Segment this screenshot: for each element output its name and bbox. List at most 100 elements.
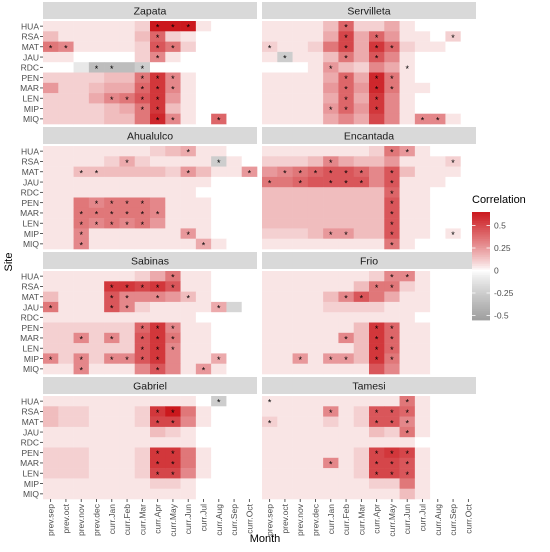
significance-star: * — [329, 158, 333, 168]
significance-star: * — [344, 33, 348, 43]
significance-star: * — [156, 355, 160, 365]
heatmap-cell — [323, 31, 339, 42]
heatmap-cell — [119, 72, 136, 84]
heatmap-cell — [338, 31, 355, 42]
heatmap-cell — [292, 396, 309, 407]
heatmap-cell — [430, 343, 446, 354]
heatmap-cell — [58, 51, 74, 63]
heatmap-cell — [277, 363, 293, 375]
heatmap-cell — [211, 21, 227, 32]
heatmap-cell — [241, 156, 258, 167]
significance-star: * — [79, 209, 83, 219]
heatmap-cell — [119, 166, 136, 178]
heatmap-cell — [43, 41, 59, 53]
heatmap-cell — [150, 103, 166, 114]
heatmap-cell — [384, 21, 400, 32]
heatmap-cell — [353, 51, 370, 63]
heatmap-cell — [460, 488, 477, 500]
heatmap-cell — [460, 312, 477, 323]
significance-star: * — [217, 355, 221, 365]
significance-star: * — [375, 418, 379, 428]
significance-star: * — [344, 355, 348, 365]
heatmap-cell — [338, 332, 355, 344]
heatmap-cell — [134, 406, 151, 417]
heatmap-cell — [445, 218, 462, 229]
heatmap-cell — [180, 426, 197, 438]
heatmap-cell — [445, 187, 462, 198]
significance-star: * — [405, 470, 409, 480]
heatmap-cell — [88, 291, 105, 303]
x-tick-label: curr.Oct — [244, 503, 254, 533]
significance-star: * — [375, 408, 379, 418]
heatmap-cell — [307, 322, 324, 334]
heatmap-cell — [384, 312, 400, 323]
heatmap-cell — [119, 271, 136, 282]
heatmap-cell — [323, 51, 339, 63]
heatmap-cell — [399, 187, 416, 198]
heatmap-cell — [104, 271, 120, 282]
heatmap-cell — [58, 187, 74, 198]
significance-star: * — [405, 273, 409, 283]
heatmap-cell — [104, 447, 120, 459]
significance-star: * — [141, 283, 145, 293]
heatmap-cell — [430, 468, 446, 479]
heatmap-cell — [353, 31, 370, 42]
heatmap-cell — [384, 31, 400, 42]
heatmap-cell — [323, 363, 339, 375]
heatmap-cell — [384, 468, 400, 479]
heatmap-cell — [43, 343, 59, 354]
significance-star: * — [298, 168, 302, 178]
heatmap-cell — [292, 271, 309, 282]
y-tick-label: JAU — [23, 302, 39, 312]
heatmap-cell — [134, 468, 151, 479]
heatmap-cell — [43, 207, 59, 219]
heatmap-cell — [119, 93, 136, 104]
heatmap-cell — [73, 488, 90, 500]
significance-star: * — [95, 64, 99, 74]
heatmap-cell — [119, 146, 136, 157]
heatmap-cell — [323, 343, 339, 354]
heatmap-cell — [384, 416, 400, 428]
heatmap-cell — [211, 72, 227, 84]
heatmap-cell — [430, 426, 446, 438]
heatmap-cell — [134, 41, 151, 53]
legend-ticks: 0.5 0.25 0 -0.25 -0.5 — [472, 221, 514, 321]
heatmap-cell — [150, 301, 166, 313]
heatmap-cell — [430, 478, 446, 489]
heatmap-cell — [104, 218, 120, 229]
heatmap-cell — [58, 322, 74, 334]
facet-strip — [43, 377, 257, 394]
heatmap-cell — [241, 238, 258, 250]
significance-star: * — [171, 74, 175, 84]
heatmap-cell — [58, 93, 74, 104]
heatmap-cell — [307, 488, 324, 500]
heatmap-cell — [353, 301, 370, 313]
heatmap-cell — [88, 478, 105, 489]
legend-color-step — [472, 255, 490, 258]
heatmap-cell — [399, 447, 416, 459]
significance-star: * — [375, 33, 379, 43]
heatmap-cell — [195, 228, 212, 239]
heatmap-cell — [369, 322, 385, 334]
heatmap-cell — [277, 353, 293, 364]
significance-star: * — [390, 189, 394, 199]
heatmap-cell — [384, 478, 400, 489]
heatmap-cell — [277, 72, 293, 84]
heatmap-cell — [399, 21, 416, 32]
heatmap-cell — [134, 31, 151, 42]
x-tick-label: prev.dec — [311, 503, 321, 536]
heatmap-cell — [414, 416, 431, 428]
heatmap-cell — [88, 103, 105, 114]
heatmap-cell — [353, 113, 370, 125]
significance-star: * — [49, 43, 53, 53]
heatmap-cell — [262, 332, 278, 344]
heatmap-cell — [460, 343, 477, 354]
legend-color-step — [472, 237, 490, 240]
heatmap-cell — [262, 396, 278, 407]
heatmap-cell — [88, 218, 105, 229]
heatmap-cell — [277, 322, 293, 334]
significance-star: * — [156, 105, 160, 115]
significance-star: * — [390, 230, 394, 240]
heatmap-cell — [338, 218, 355, 229]
heatmap-cell — [119, 457, 136, 469]
